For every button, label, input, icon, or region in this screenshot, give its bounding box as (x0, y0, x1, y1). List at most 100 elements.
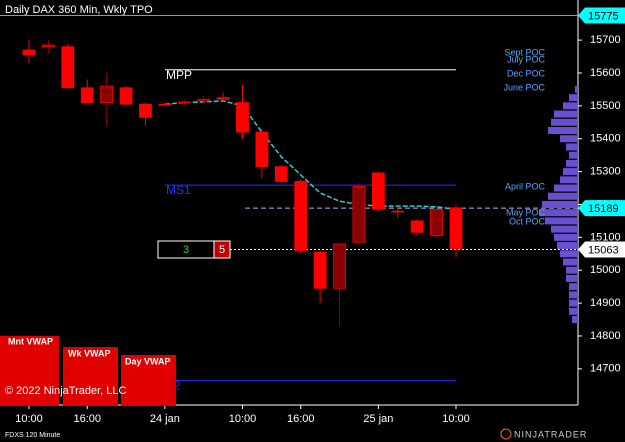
x-tick-label: 16:00 (287, 413, 315, 425)
candle-body (197, 98, 211, 102)
footer: FDXS 120 Minute (5, 432, 60, 439)
profile-bar (563, 258, 578, 266)
marker-box (578, 241, 625, 258)
candle-body (352, 185, 366, 243)
candle-body (371, 172, 385, 210)
plot: 1470014800149001500015100152001530015400… (0, 7, 625, 425)
vwap-box (121, 355, 176, 406)
candle-body (42, 44, 55, 48)
y-tick-label: 14700 (590, 363, 621, 375)
level-label: MPP (166, 68, 192, 82)
poc-label: July POC (507, 54, 546, 64)
profile-bar (566, 143, 578, 151)
x-tick-label: 16:00 (73, 413, 101, 425)
profile-bar (539, 209, 578, 217)
profile-bar (551, 118, 578, 126)
y-tick-label: 15700 (590, 34, 621, 46)
counter-right: 5 (219, 244, 225, 256)
x-tick-label: 10:00 (229, 413, 257, 425)
candle-body (255, 131, 269, 168)
profile-bar (560, 250, 578, 258)
poc-label: May POC (506, 207, 546, 217)
vwap-label: Wk VWAP (68, 348, 111, 358)
profile-bar (563, 102, 578, 110)
profile-bar (566, 159, 578, 167)
marker-label: 15063 (588, 244, 619, 256)
y-tick-label: 15500 (590, 100, 621, 112)
candle-body (158, 103, 172, 106)
profile-bar (566, 274, 578, 282)
profile-bar (560, 135, 578, 143)
candle-body (80, 87, 94, 103)
candle-body (139, 103, 152, 118)
profile-bar (575, 85, 578, 93)
level-label: MS1 (166, 183, 191, 197)
y-tick-label: 14800 (590, 330, 621, 342)
candle-body (294, 181, 308, 251)
poc-label: Sept POC (504, 47, 545, 57)
candle-body (119, 87, 133, 105)
profile-bar (569, 94, 578, 102)
profile-bar (569, 151, 578, 159)
x-tick-label: 10:00 (442, 413, 470, 425)
profile-bar (569, 307, 578, 315)
candle-body (177, 101, 191, 104)
poc-label: Oct POC (509, 216, 546, 226)
poc-label: Dec POC (507, 68, 546, 78)
profile-bar (560, 176, 578, 184)
candle-body (100, 85, 114, 103)
profile-bar (569, 283, 578, 291)
chart-title: Daily DAX 360 Min, Wkly TPO (5, 4, 153, 16)
marker-box (578, 7, 625, 24)
candle-body (333, 243, 346, 289)
candle-body (22, 49, 36, 56)
profile-bar (551, 225, 578, 233)
y-tick-label: 15300 (590, 166, 621, 178)
counter-left: 3 (183, 244, 189, 256)
profile-bar (569, 299, 578, 307)
average-line (164, 100, 457, 211)
profile-bar (569, 291, 578, 299)
profile-bar (557, 242, 578, 250)
poc-label: June POC (503, 82, 545, 92)
x-tick-label: 10:00 (15, 413, 43, 425)
profile-bar (566, 266, 578, 274)
marker-label: 15189 (588, 203, 619, 215)
profile-bar (554, 233, 578, 241)
x-tick-label: 24 jan (150, 413, 180, 425)
profile-bar (542, 200, 578, 208)
y-tick-label: 15600 (590, 67, 621, 79)
vwap-label: Day VWAP (125, 356, 171, 366)
poc-label: April POC (505, 181, 546, 191)
profile-bar (563, 168, 578, 176)
y-tick-label: 15400 (590, 133, 621, 145)
logo-icon (500, 428, 512, 440)
y-tick-label: 15000 (590, 264, 621, 276)
y-tick-label: 15100 (590, 231, 621, 243)
marker-label: 15775 (588, 10, 619, 22)
candle-body (61, 46, 75, 89)
x-tick-label: 25 jan (363, 413, 393, 425)
candle-body (236, 102, 249, 133)
logo: NINJATRADER (514, 429, 587, 439)
candle-body (391, 210, 405, 213)
profile-bar (548, 127, 578, 135)
candle-body (449, 207, 463, 250)
profile-bar (572, 316, 578, 324)
copyright: © 2022 NinjaTrader, LLC (5, 385, 126, 397)
vwap-box (63, 347, 118, 406)
candle-body (430, 209, 443, 237)
vwap-boxes: Mnt VWAP Wk VWAP Day VWAP (0, 336, 176, 406)
profile-bar (554, 110, 578, 118)
y-tick-label: 14900 (590, 297, 621, 309)
counter-box (213, 240, 231, 259)
profile-bar (554, 184, 578, 192)
candle-body (274, 166, 288, 182)
marker-box (578, 200, 625, 217)
candle-body (313, 251, 327, 289)
candle-body (216, 97, 230, 100)
profile-bar (545, 217, 578, 225)
profile-bar (548, 192, 578, 200)
candle-body (410, 220, 424, 233)
